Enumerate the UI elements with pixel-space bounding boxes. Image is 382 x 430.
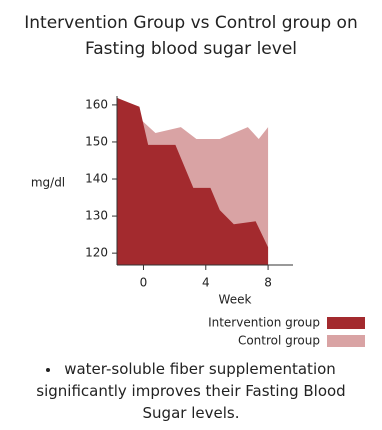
note-text: water-soluble fiber supplementation sign… <box>36 360 346 422</box>
y-axis-label: mg/dl <box>31 176 65 190</box>
y-tick-label: 130 <box>85 209 108 223</box>
bullet <box>46 367 51 372</box>
x-tick-label: 0 <box>140 276 148 290</box>
note: water-soluble fiber supplementation sign… <box>20 358 362 424</box>
legend-label: Intervention group <box>208 316 320 330</box>
y-tick-label: 150 <box>85 134 108 148</box>
legend-label: Control group <box>238 334 320 348</box>
y-tick-label: 160 <box>85 97 108 111</box>
area <box>117 97 269 265</box>
y-tick-label: 140 <box>85 172 108 186</box>
x-tick-label: 4 <box>202 276 210 290</box>
x-tick-label: 8 <box>264 276 272 290</box>
x-axis-label: Week <box>219 293 252 307</box>
chart-title: Intervention Group vs Control group on F… <box>24 13 358 59</box>
legend-swatch <box>327 335 365 347</box>
legend-swatch <box>327 317 365 329</box>
chart: 120 130 140 150 160 0 4 8 Week mg/dl Intervention … <box>31 96 365 348</box>
y-tick-label: 120 <box>85 246 108 260</box>
